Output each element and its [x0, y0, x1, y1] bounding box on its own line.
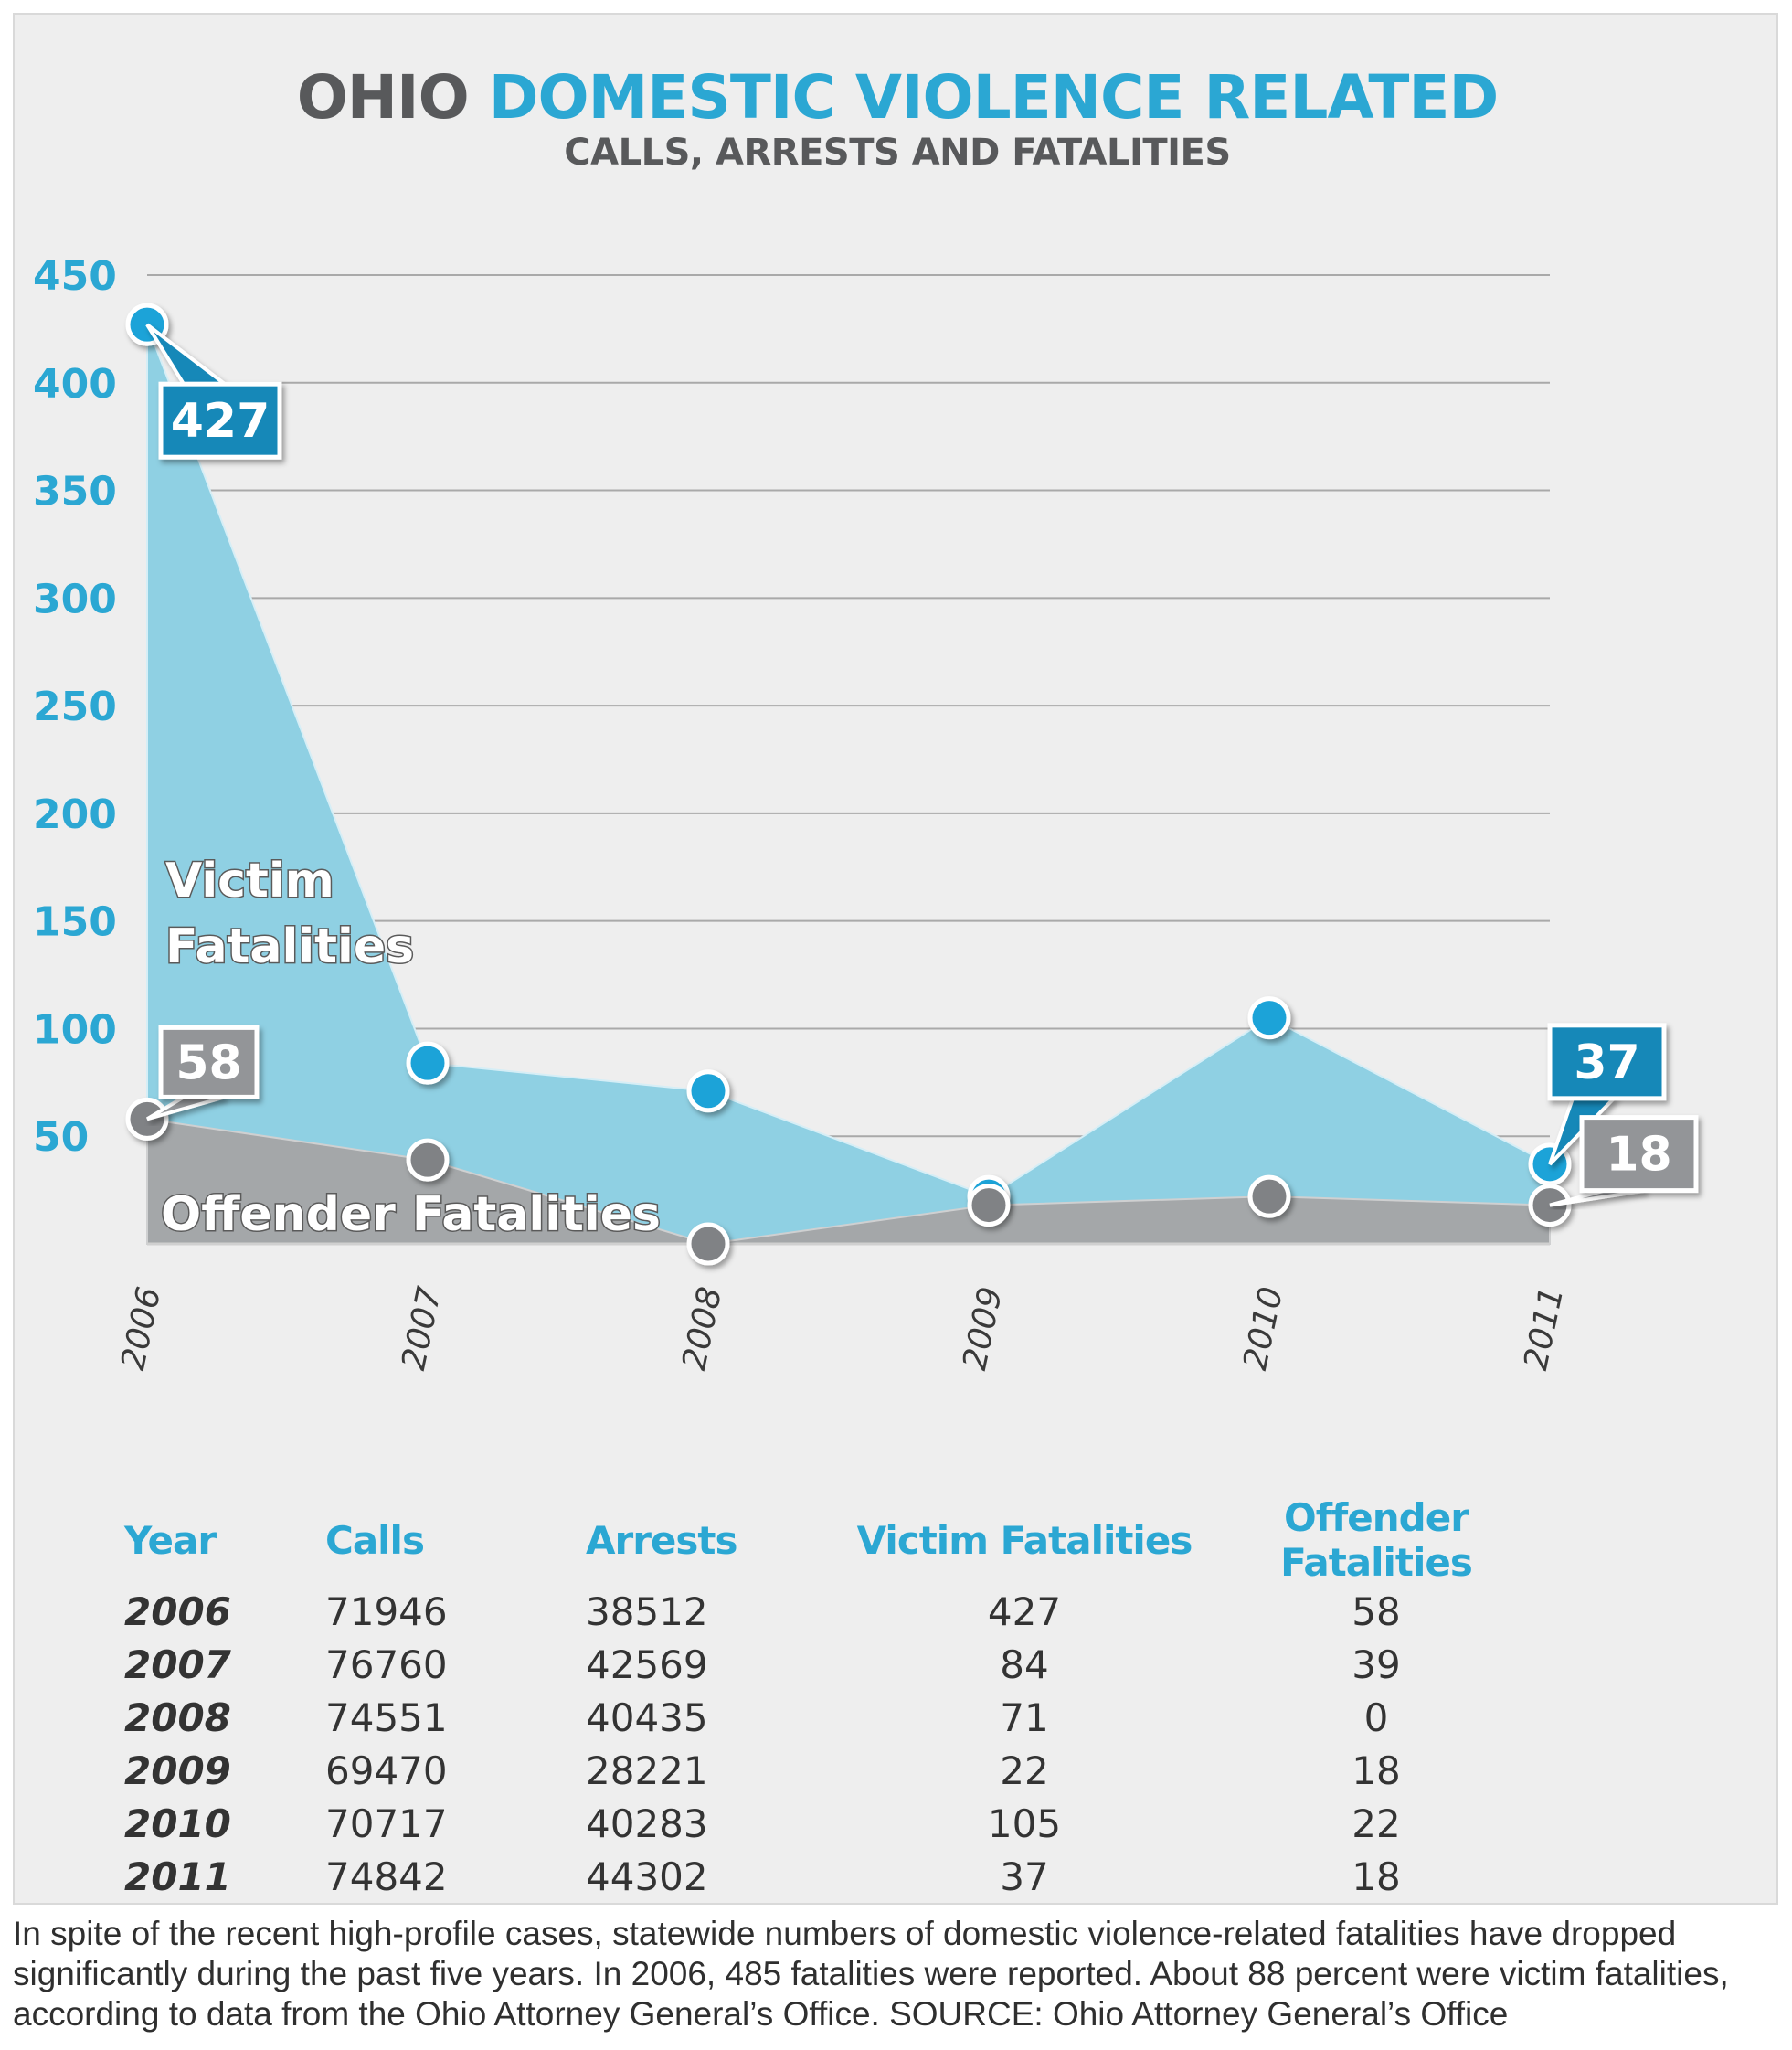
- cell-arrests: 38512: [586, 1588, 708, 1634]
- cell-arrests: 28221: [586, 1747, 708, 1793]
- y-tick-label: 300: [33, 576, 117, 622]
- cell-calls: 71946: [325, 1588, 448, 1634]
- cell-victim-fatalities: 427: [987, 1588, 1062, 1634]
- cell-victim-fatalities: 84: [1000, 1641, 1049, 1687]
- chart-title: OHIO DOMESTIC VIOLENCE RELATED: [15, 62, 1780, 133]
- col-header-arrests: Arrests: [586, 1517, 738, 1563]
- col-header-offender-fatalities: Offender Fatalities: [1280, 1495, 1473, 1585]
- cell-arrests: 42569: [586, 1641, 708, 1687]
- cell-victim-fatalities: 105: [987, 1800, 1062, 1846]
- y-tick-label: 50: [33, 1114, 89, 1161]
- cell-calls: 76760: [325, 1641, 448, 1687]
- chart-panel: OHIO DOMESTIC VIOLENCE RELATED CALLS, AR…: [13, 13, 1778, 1905]
- y-tick-label: 100: [33, 1006, 117, 1053]
- callout-value: 427: [171, 394, 270, 449]
- cell-calls: 74551: [325, 1694, 448, 1740]
- x-tick-label: 2010: [1236, 1284, 1290, 1374]
- col-header-calls: Calls: [325, 1517, 425, 1563]
- area-chart: 50 100 150 200 250 300 350 400 450 Victim Fataliti…: [33, 253, 1699, 1374]
- x-tick-label: 2008: [675, 1284, 729, 1374]
- cell-arrests: 44302: [586, 1853, 708, 1899]
- caption: In spite of the recent high-profile case…: [13, 1915, 1729, 2033]
- y-tick-label: 150: [33, 899, 117, 946]
- victim-point: [686, 1069, 730, 1113]
- callout-value: 58: [175, 1036, 241, 1090]
- x-tick-label: 2009: [956, 1284, 1010, 1374]
- table-row: 2008 74551 40435 71 0: [124, 1691, 1541, 1744]
- callout-box: [158, 1025, 260, 1099]
- victim-area-label-line: Victim: [165, 854, 334, 908]
- table-row: 2011 74842 44302 37 18: [124, 1850, 1541, 1903]
- data-table: Year Calls Arrests Victim Fatalities Off…: [124, 1495, 1541, 1903]
- table-row: 2009 69470 28221 22 18: [124, 1744, 1541, 1797]
- cell-offender-fatalities: 18: [1352, 1853, 1401, 1899]
- chart-subtitle: CALLS, ARRESTS AND FATALITIES: [564, 132, 1231, 174]
- callout-value: 18: [1606, 1128, 1671, 1183]
- cell-victim-fatalities: 71: [1000, 1694, 1049, 1740]
- cell-victim-fatalities: 37: [1000, 1853, 1049, 1899]
- callout-box: [158, 381, 282, 460]
- offender-point: [967, 1184, 1011, 1227]
- cell-calls: 69470: [325, 1747, 448, 1793]
- cell-arrests: 40283: [586, 1800, 708, 1846]
- y-tick-label: 200: [33, 791, 117, 838]
- table-row: 2006 71946 38512 427 58: [124, 1585, 1541, 1638]
- cell-offender-fatalities: 18: [1352, 1747, 1401, 1793]
- offender-point: [406, 1138, 450, 1182]
- cell-calls: 70717: [325, 1800, 448, 1846]
- y-tick-label: 450: [33, 253, 117, 300]
- y-tick-label: 350: [33, 469, 117, 515]
- cell-year: 2008: [124, 1694, 231, 1740]
- table-row: 2007 76760 42569 84 39: [124, 1638, 1541, 1691]
- victim-point: [1247, 996, 1291, 1040]
- cell-victim-fatalities: 22: [1000, 1747, 1049, 1793]
- col-header-victim-fatalities: Victim Fatalities: [856, 1517, 1193, 1563]
- x-tick-label: 2006: [114, 1284, 168, 1374]
- offender-area-label: Offender Fatalities: [161, 1187, 661, 1242]
- cell-offender-fatalities: 22: [1352, 1800, 1401, 1846]
- col-header-year: Year: [124, 1517, 217, 1563]
- callout-value: 37: [1574, 1036, 1639, 1090]
- cell-year: 2009: [124, 1747, 231, 1793]
- cell-year: 2010: [124, 1800, 231, 1846]
- table-header-row: Year Calls Arrests Victim Fatalities Off…: [124, 1495, 1541, 1585]
- title-prefix: OHIO: [296, 62, 470, 133]
- victim-point: [406, 1041, 450, 1085]
- table-row: 2010 70717 40283 105 22: [124, 1797, 1541, 1850]
- callout-box: [1547, 1023, 1667, 1101]
- x-tick-label: 2007: [395, 1283, 449, 1373]
- cell-offender-fatalities: 58: [1352, 1588, 1401, 1634]
- y-tick-label: 400: [33, 361, 117, 408]
- title-accent: DOMESTIC VIOLENCE RELATED: [488, 62, 1500, 133]
- victim-area-label: Victim Fatalities: [165, 854, 414, 974]
- callout-box: [1579, 1115, 1699, 1194]
- cell-year: 2011: [124, 1853, 231, 1899]
- y-tick-label: 250: [33, 684, 117, 730]
- offender-point: [1247, 1174, 1291, 1218]
- cell-year: 2007: [124, 1641, 231, 1687]
- offender-point: [686, 1222, 730, 1266]
- table-body: 2006 71946 38512 427 58 2007 76760 42569 84 39 200…: [124, 1585, 1541, 1903]
- cell-calls: 74842: [325, 1853, 448, 1899]
- cell-year: 2006: [124, 1588, 231, 1634]
- cell-arrests: 40435: [586, 1694, 708, 1740]
- cell-offender-fatalities: 39: [1352, 1641, 1401, 1687]
- cell-offender-fatalities: 0: [1363, 1694, 1389, 1740]
- x-tick-label: 2011: [1517, 1284, 1571, 1374]
- victim-fatalities-area: [146, 324, 1551, 1245]
- victim-area-label-line: Fatalities: [165, 919, 414, 974]
